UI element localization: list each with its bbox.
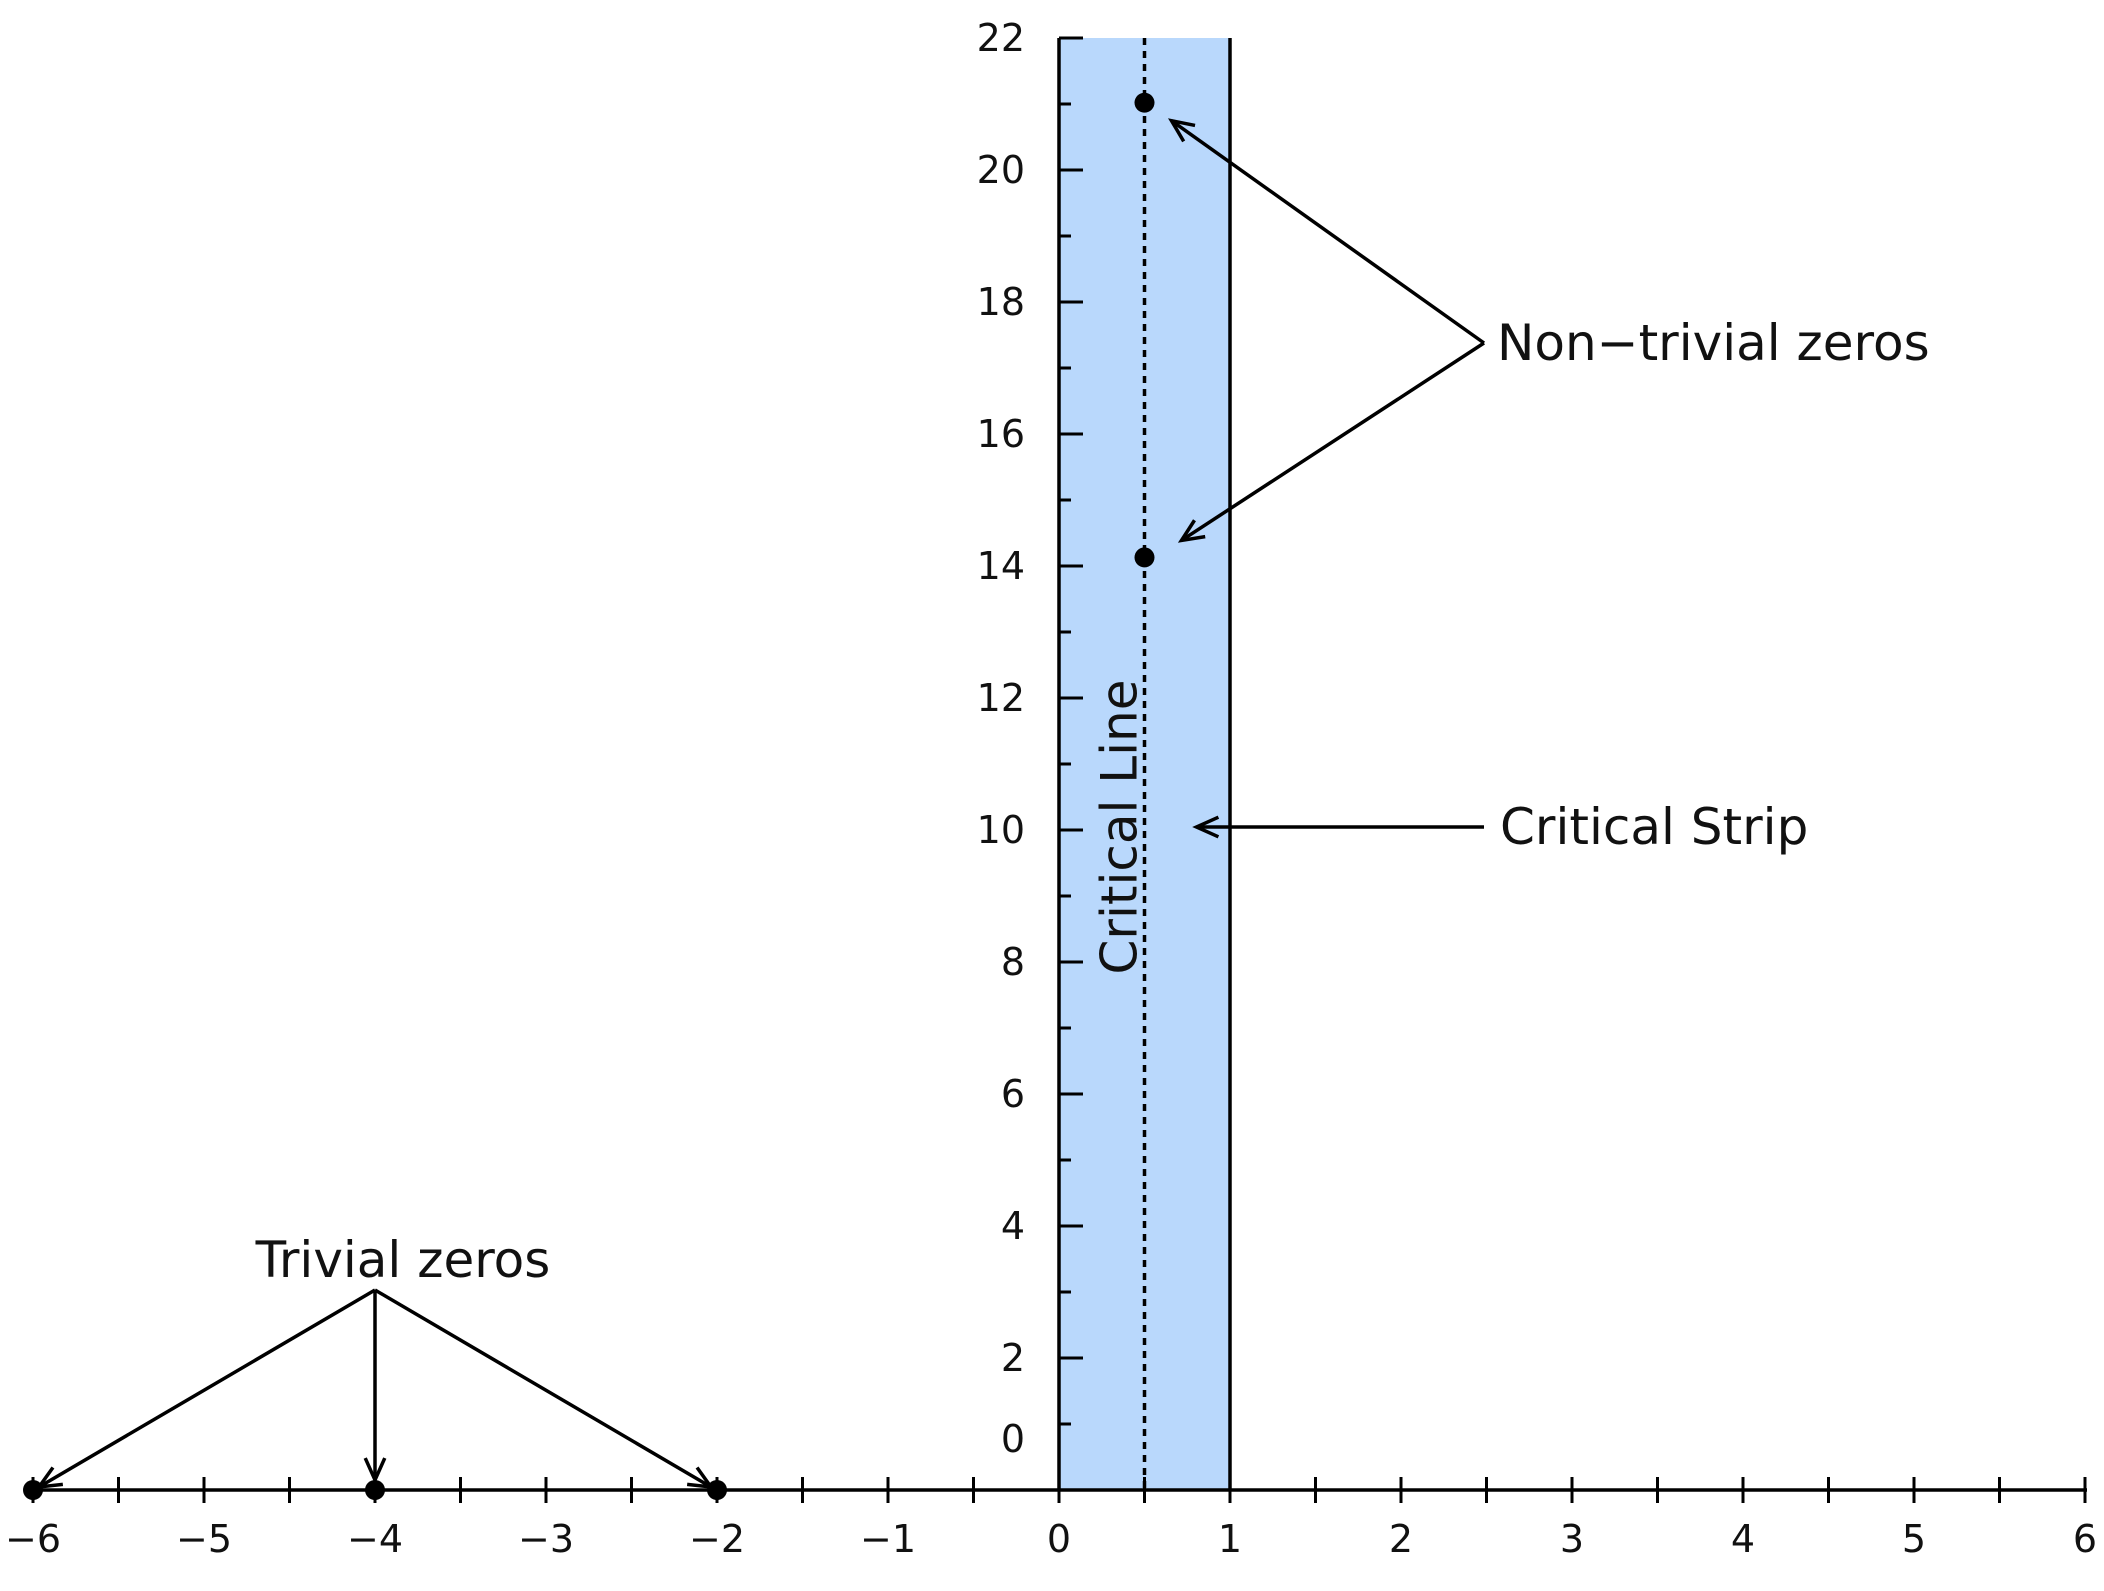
trivial-zero-point [23,1480,43,1500]
arrow-head [1192,815,1220,839]
arrow-shaft [38,1288,376,1489]
trivial-zero-point [365,1480,385,1500]
trivial-zero-arrow [363,1290,387,1485]
critical-line-label: Critical Line [1091,680,1149,975]
y-axis: 0 2 4 6 8 10 12 14 16 18 20 22 [977,16,1083,1490]
y-tick-label: 6 [1001,1072,1025,1116]
y-tick-label: 22 [977,16,1025,60]
arrow-head [35,1466,64,1490]
y-tick-label: 2 [1001,1336,1025,1380]
x-tick-label: −2 [689,1517,745,1561]
y-tick-label: 10 [977,808,1025,852]
x-tick-label: −6 [5,1517,61,1561]
y-tick-label: 12 [977,676,1025,720]
x-tick-label: 6 [2073,1517,2097,1561]
x-tick-label: 2 [1389,1517,1413,1561]
arrow-head [363,1457,387,1485]
zeros [23,92,1155,1500]
nontrivial-zeros-label: Non−trivial zeros [1497,314,1930,372]
y-tick-label: 18 [977,280,1025,324]
trivial-zero-point [707,1480,727,1500]
nontrivial-zero-arrow [1168,118,1486,345]
x-tick-label: 0 [1047,1517,1071,1561]
arrow-shaft [1170,119,1486,345]
arrow-shaft [374,1288,712,1489]
trivial-zero-arrow [35,1288,376,1490]
x-tick-label: −5 [176,1517,232,1561]
x-tick-label: 4 [1731,1517,1755,1561]
trivial-zeros-label: Trivial zeros [255,1231,551,1289]
nontrivial-zero-arrow [1177,341,1485,543]
y-tick-label: 14 [977,544,1025,588]
x-axis: −6 −5 −4 −3 −2 −1 0 1 2 3 4 5 6 [5,1477,2097,1561]
critical-strip-arrow [1192,815,1484,839]
x-tick-label: −3 [518,1517,574,1561]
y-tick-label: 0 [1001,1417,1025,1461]
arrow-shaft [1180,341,1485,542]
arrow-head [1168,118,1196,143]
y-tick-label: 20 [977,148,1025,192]
arrow-head [686,1466,715,1490]
y-tick-label: 16 [977,412,1025,456]
critical-strip-label: Critical Strip [1500,798,1808,856]
nontrivial-zero-point [1134,547,1155,568]
y-tick-label: 4 [1001,1204,1025,1248]
x-tick-label: −1 [860,1517,916,1561]
x-tick-label: 5 [1902,1517,1926,1561]
y-tick-label: 8 [1001,940,1025,984]
x-tick-label: 1 [1218,1517,1242,1561]
annotations [35,118,1486,1490]
x-tick-label: −4 [347,1517,403,1561]
nontrivial-zero-point [1134,92,1155,113]
arrow-head [1177,519,1206,543]
x-tick-label: 3 [1560,1517,1584,1561]
trivial-zero-arrow [374,1288,715,1490]
